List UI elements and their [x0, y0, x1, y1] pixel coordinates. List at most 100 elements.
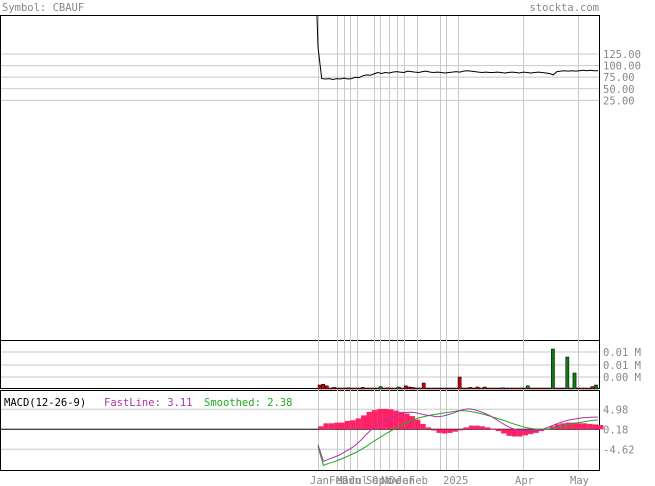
volume-bar [324, 385, 329, 390]
macd-panel-frame [0, 390, 600, 471]
volume-bar [536, 387, 541, 390]
volume-bar [317, 384, 322, 390]
macd-tick-label: -4.62 [603, 444, 635, 456]
macd-histogram-bar [420, 423, 426, 430]
volume-bar [375, 387, 379, 390]
macd-histogram-bar [565, 422, 572, 430]
price-line [316, 15, 598, 81]
macd-histogram-bar [468, 425, 475, 430]
volume-bar [522, 387, 527, 390]
volume-bar [436, 387, 440, 390]
volume-bar [540, 387, 545, 390]
macd-tick-label: 4.98 [603, 404, 628, 416]
macd-histogram-bar [350, 420, 356, 430]
macd-histogram-bar [323, 423, 329, 430]
x-tick-label: Mar [336, 475, 355, 486]
volume-bar [490, 387, 494, 390]
macd-histogram-bar [598, 425, 604, 430]
x-tick-label: Jan [310, 475, 329, 486]
volume-tick-label: 0.01 M [603, 360, 641, 372]
macd-histogram-bar [447, 429, 453, 433]
brand-label: stockta.com [529, 2, 599, 14]
volume-bar [543, 387, 548, 390]
macd-histogram-bar [587, 423, 593, 430]
macd-histogram-bar [382, 408, 388, 430]
macd-histogram-bar [366, 411, 372, 430]
volume-bar [500, 387, 505, 390]
macd-histogram-bar [339, 422, 345, 430]
volume-bar [353, 387, 358, 390]
volume-bar [511, 387, 516, 390]
volume-bar [508, 387, 512, 390]
price-tick-label: 25.00 [603, 95, 635, 107]
volume-bar [328, 387, 333, 390]
macd-histogram-bar [458, 429, 464, 431]
volume-bar [396, 386, 401, 390]
volume-bar [590, 386, 595, 390]
volume-bar [486, 387, 491, 390]
volume-bar [461, 387, 466, 390]
volume-bar [339, 387, 343, 390]
macd-histogram-bar [344, 420, 351, 430]
macd-tick-label: 0.18 [603, 424, 628, 436]
volume-bar [468, 387, 473, 390]
volume-bar [479, 387, 483, 390]
macd-histogram-bar [538, 429, 545, 432]
volume-bar [464, 387, 469, 390]
macd-histogram-bar [441, 429, 448, 434]
macd-histogram-bar [425, 427, 432, 430]
price-tick-label: 75.00 [603, 72, 635, 84]
volume-bar [400, 387, 405, 390]
volume-bar [572, 372, 577, 390]
macd-histogram-bar [414, 419, 421, 430]
macd-histogram-bar [549, 426, 555, 430]
macd-histogram-bar [592, 424, 598, 430]
volume-bar [565, 356, 570, 390]
price-layer [316, 15, 598, 81]
macd-histogram-bar [576, 423, 582, 430]
macd-histogram-bar [398, 411, 405, 430]
price-panel-frame [0, 15, 600, 341]
volume-bar [561, 387, 566, 390]
grid [1, 16, 599, 470]
volume-bar [378, 386, 383, 390]
macd-histogram-bar [328, 423, 335, 430]
volume-bar [551, 348, 555, 390]
macd-fastline-line [317, 408, 598, 462]
volume-bar [389, 387, 394, 390]
price-tick-label: 50.00 [603, 84, 635, 96]
x-tick-label: Jan [396, 475, 415, 486]
volume-bar [407, 386, 412, 390]
volume-bar [579, 387, 584, 390]
volume-bar [385, 387, 390, 390]
volume-bar [321, 383, 326, 390]
macd-histogram-bar [377, 408, 383, 430]
volume-bar [515, 387, 519, 390]
x-tick-label: Oct [372, 475, 391, 486]
volume-bar [472, 387, 476, 390]
volume-tick-label: 0.01 M [603, 347, 641, 359]
volume-bar [421, 382, 426, 390]
macd-histogram-bar [334, 422, 340, 430]
x-tick-label: Sep [366, 475, 385, 486]
volume-bar [342, 387, 347, 390]
volume-bar [335, 387, 340, 390]
macd-histogram-bar [361, 415, 367, 430]
macd-histogram-bar [409, 416, 415, 430]
volume-bar [364, 387, 369, 390]
volume-bar [504, 387, 509, 390]
volume-bar [443, 387, 448, 390]
volume-bar [357, 387, 361, 390]
x-tick-label: May [570, 475, 589, 486]
macd-histogram-bar [581, 423, 588, 430]
volume-bar [403, 385, 408, 390]
macd-histogram-bar [371, 410, 378, 430]
volume-bar [518, 387, 523, 390]
volume-bar [382, 387, 387, 390]
volume-bar [554, 387, 559, 390]
macd-histogram-bar [452, 429, 458, 432]
volume-layer [317, 348, 598, 390]
x-tick-label: Apr [515, 475, 534, 486]
